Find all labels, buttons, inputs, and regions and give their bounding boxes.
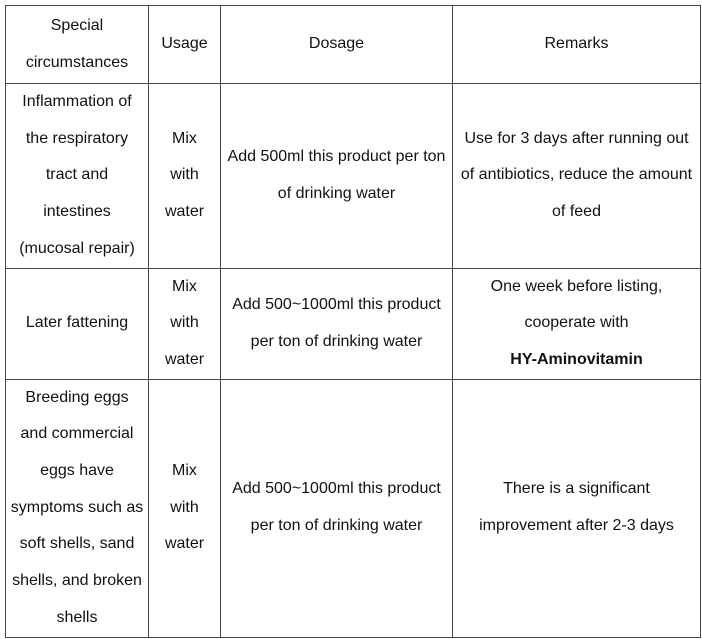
header-cell: Dosage (220, 5, 453, 84)
table-cell: Later fattening (5, 267, 149, 380)
header-cell: Special circumstances (5, 5, 149, 84)
table-cell: There is a significant improvement after… (452, 378, 701, 638)
table-cell: Breeding eggs and commercial eggs have s… (5, 378, 149, 638)
table-cell: Add 500~1000ml this product per ton of d… (220, 267, 453, 380)
dosage-table: Special circumstances Usage Dosage Remar… (5, 5, 701, 638)
product-name: HY-Aminovitamin (510, 350, 643, 368)
table-cell: Add 500ml this product per ton of drinki… (220, 83, 453, 269)
table-cell: Use for 3 days after running out of anti… (452, 83, 701, 269)
table-row: Breeding eggs and commercial eggs have s… (5, 378, 701, 638)
table-cell: Inflammation of the respiratory tract an… (5, 83, 149, 269)
header-cell: Remarks (452, 5, 701, 84)
cell-text: One week before listing, cooperate with (490, 277, 663, 332)
table-row: Inflammation of the respiratory tract an… (5, 83, 701, 269)
table-row: Later fattening Mix with water Add 500~1… (5, 267, 701, 380)
table-cell: Mix with water (148, 378, 221, 638)
table-cell: Add 500~1000ml this product per ton of d… (220, 378, 453, 638)
table-cell: One week before listing, cooperate with … (452, 267, 701, 380)
table-cell: Mix with water (148, 267, 221, 380)
header-cell: Usage (148, 5, 221, 84)
header-row: Special circumstances Usage Dosage Remar… (5, 5, 701, 84)
table-cell: Mix with water (148, 83, 221, 269)
